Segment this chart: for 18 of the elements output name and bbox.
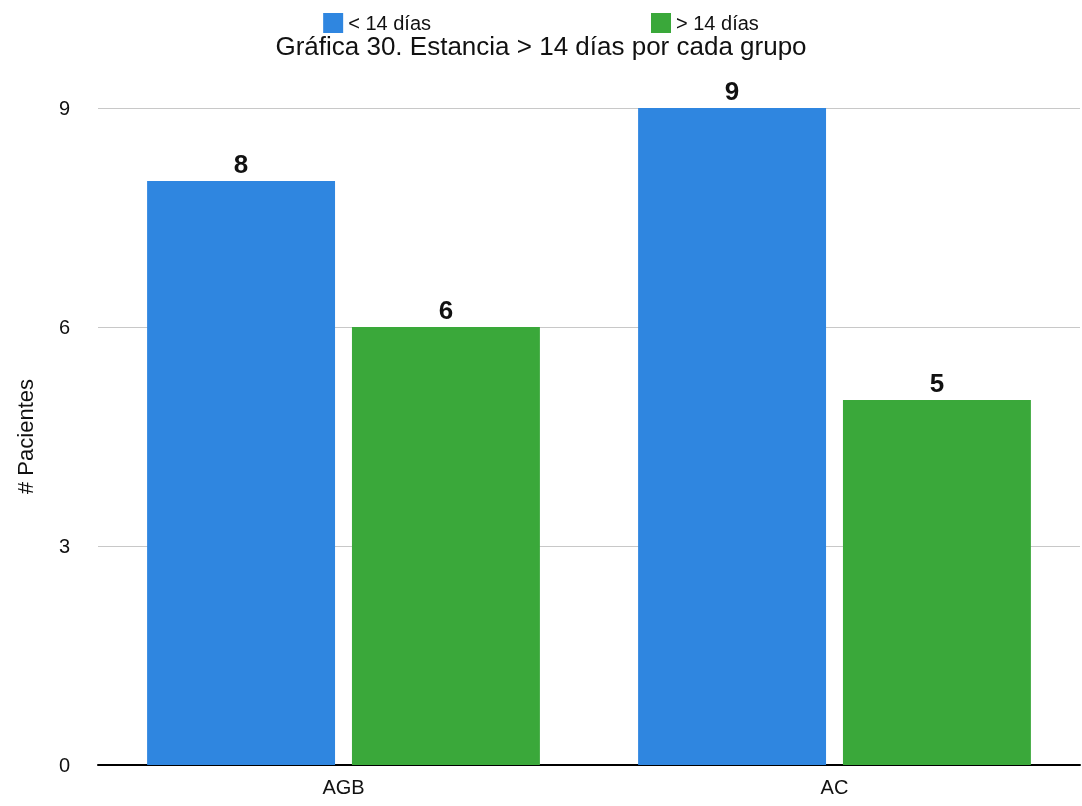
x-tick-label: AGB [322, 776, 365, 798]
y-axis-title: # Pacientes [12, 379, 38, 494]
bar [351, 327, 540, 765]
y-tick-label: 9 [58, 97, 70, 119]
bar [147, 181, 336, 765]
y-tick-label: 0 [58, 754, 70, 776]
legend-label: < 14 días [348, 12, 431, 34]
data-label: 8 [233, 149, 249, 179]
data-label: 9 [724, 76, 740, 106]
bar [842, 400, 1031, 765]
bar [638, 108, 827, 765]
y-tick-label: 3 [58, 535, 70, 557]
data-label: 6 [438, 295, 454, 325]
y-tick-label: 6 [58, 316, 70, 338]
x-tick-label: AC [820, 776, 849, 798]
data-label: 5 [929, 368, 945, 398]
chart-title: Gráfica 30. Estancia > 14 días por cada grupo [275, 31, 807, 61]
legend-label: > 14 días [676, 12, 759, 34]
